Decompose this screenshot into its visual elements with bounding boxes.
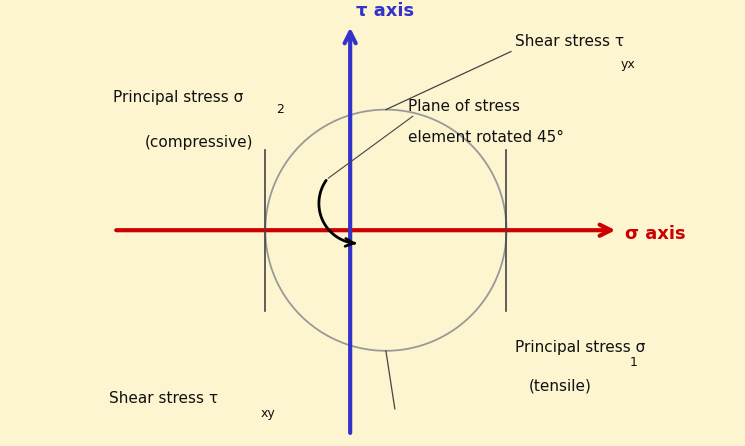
Text: τ axis: τ axis bbox=[355, 2, 413, 20]
Text: Principal stress σ: Principal stress σ bbox=[113, 90, 244, 105]
Text: (tensile): (tensile) bbox=[529, 378, 592, 393]
Text: 2: 2 bbox=[276, 103, 285, 116]
Text: element rotated 45°: element rotated 45° bbox=[408, 130, 564, 145]
Text: (compressive): (compressive) bbox=[145, 135, 253, 150]
Text: Principal stress σ: Principal stress σ bbox=[516, 340, 646, 355]
Text: Shear stress τ: Shear stress τ bbox=[109, 391, 218, 406]
Text: yx: yx bbox=[621, 58, 635, 71]
Text: Plane of stress: Plane of stress bbox=[408, 99, 520, 114]
Text: Shear stress τ: Shear stress τ bbox=[516, 34, 624, 50]
Text: σ axis: σ axis bbox=[625, 225, 685, 243]
Text: 1: 1 bbox=[630, 355, 637, 369]
Text: xy: xy bbox=[261, 407, 276, 420]
